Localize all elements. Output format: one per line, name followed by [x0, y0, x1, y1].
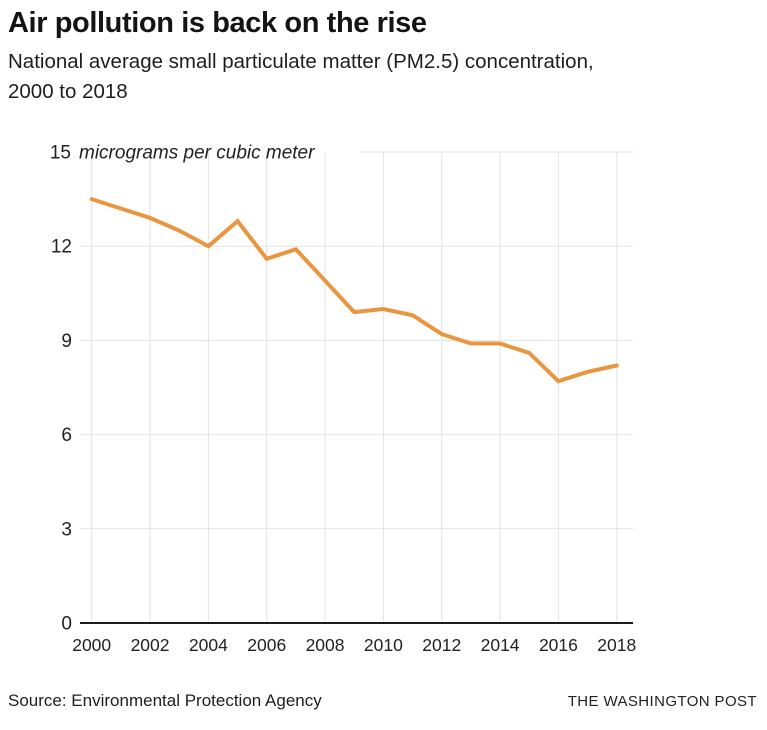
y-tick-label: 9	[61, 331, 72, 352]
brand-text: THE WASHINGTON POST	[567, 693, 757, 710]
subtitle-line-2: 2000 to 2018	[8, 80, 128, 103]
axis-labels-layer: 0 3 6 9 12 2000 2002 2004 2006 2008 2010 2012 2014 20…	[51, 237, 636, 655]
x-tick-label: 2002	[131, 635, 170, 655]
page-subtitle: National average small particulate matte…	[8, 47, 594, 107]
y-tick-label: 3	[61, 519, 72, 540]
gridlines-layer	[80, 151, 633, 624]
y-tick-label: 6	[61, 425, 72, 446]
y-tick-label: 0	[61, 614, 72, 635]
x-tick-label: 2000	[72, 635, 111, 655]
series-layer	[89, 197, 619, 384]
x-tick-label: 2008	[306, 635, 345, 655]
y-axis-unit-label: micrograms per cubic meter	[79, 143, 315, 164]
subtitle-line-1: National average small particulate matte…	[8, 50, 594, 73]
pm25-line-chart: 0 3 6 9 12 2000 2002 2004 2006 2008 2010 2012 2014 20…	[50, 143, 636, 656]
page-title: Air pollution is back on the rise	[8, 7, 427, 39]
x-tick-label: 2006	[247, 635, 286, 655]
source-text: Source: Environmental Protection Agency	[8, 691, 322, 710]
x-tick-label: 2016	[539, 635, 578, 655]
footer: Source: Environmental Protection Agency …	[8, 691, 757, 711]
x-tick-label: 2014	[481, 635, 520, 655]
x-tick-label: 2012	[422, 635, 461, 655]
x-tick-label: 2010	[364, 635, 403, 655]
y-axis-top-tick-label: 15	[50, 143, 71, 164]
pm25-trend-line	[89, 197, 619, 384]
x-tick-label: 2018	[597, 635, 636, 655]
x-tick-label: 2004	[189, 635, 228, 655]
y-tick-label: 12	[51, 237, 72, 258]
